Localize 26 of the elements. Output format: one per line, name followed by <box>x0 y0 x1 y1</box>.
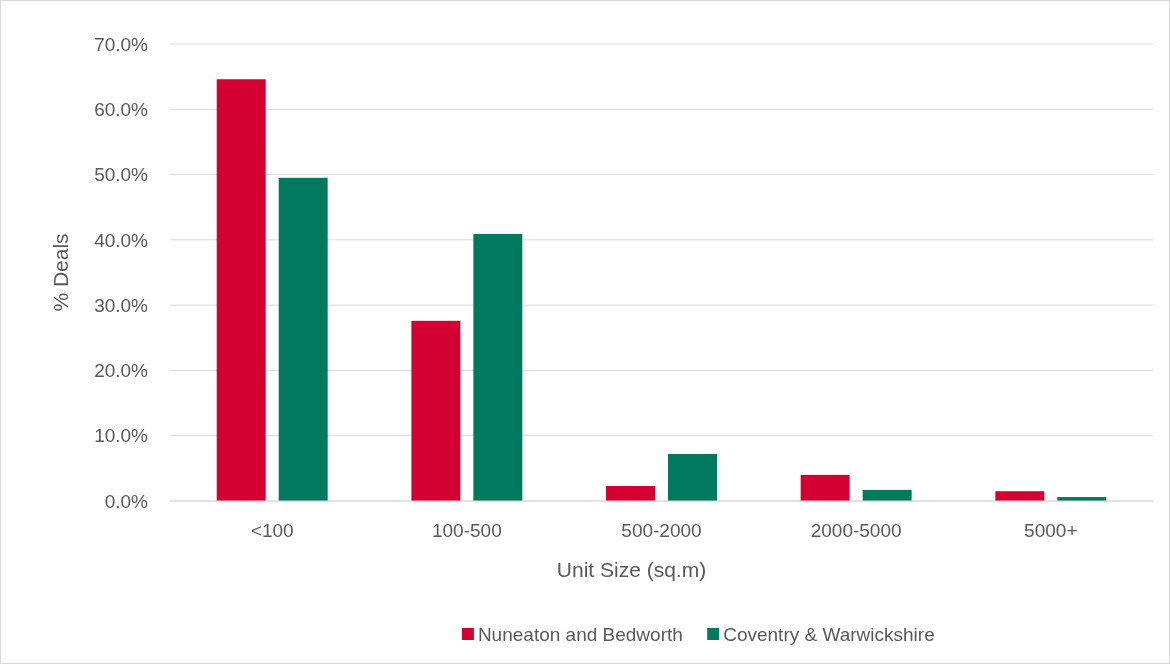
x-tick-label: 2000-5000 <box>810 520 902 541</box>
bar <box>995 491 1045 501</box>
bar <box>668 453 717 501</box>
bar <box>473 233 523 501</box>
x-tick-label: 100-500 <box>431 520 502 541</box>
x-tick-label: 500-2000 <box>621 520 702 541</box>
x-tick-label: 5000+ <box>1024 520 1078 541</box>
y-tick-label: 60.0% <box>94 98 149 120</box>
y-tick-label: 0.0% <box>104 490 149 512</box>
y-tick-label: 10.0% <box>94 425 149 447</box>
y-axis-title: % Deals <box>49 233 72 312</box>
bar <box>800 474 850 501</box>
bar <box>411 320 461 501</box>
y-tick-label: 20.0% <box>94 360 149 382</box>
bar <box>216 79 266 501</box>
bar <box>278 177 328 501</box>
y-tick-label: 70.0% <box>94 33 149 55</box>
bar <box>862 489 912 501</box>
x-tick-label: <100 <box>250 520 294 541</box>
bar <box>606 485 655 501</box>
legend-label: Nuneaton and Bedworth <box>477 624 683 645</box>
x-axis-title: Unit Size (sq.m) <box>556 558 707 581</box>
legend-label: Coventry & Warwickshire <box>723 624 935 645</box>
y-tick-label: 30.0% <box>94 294 149 316</box>
y-tick-label: 40.0% <box>94 229 149 251</box>
y-tick-label: 50.0% <box>94 164 149 186</box>
